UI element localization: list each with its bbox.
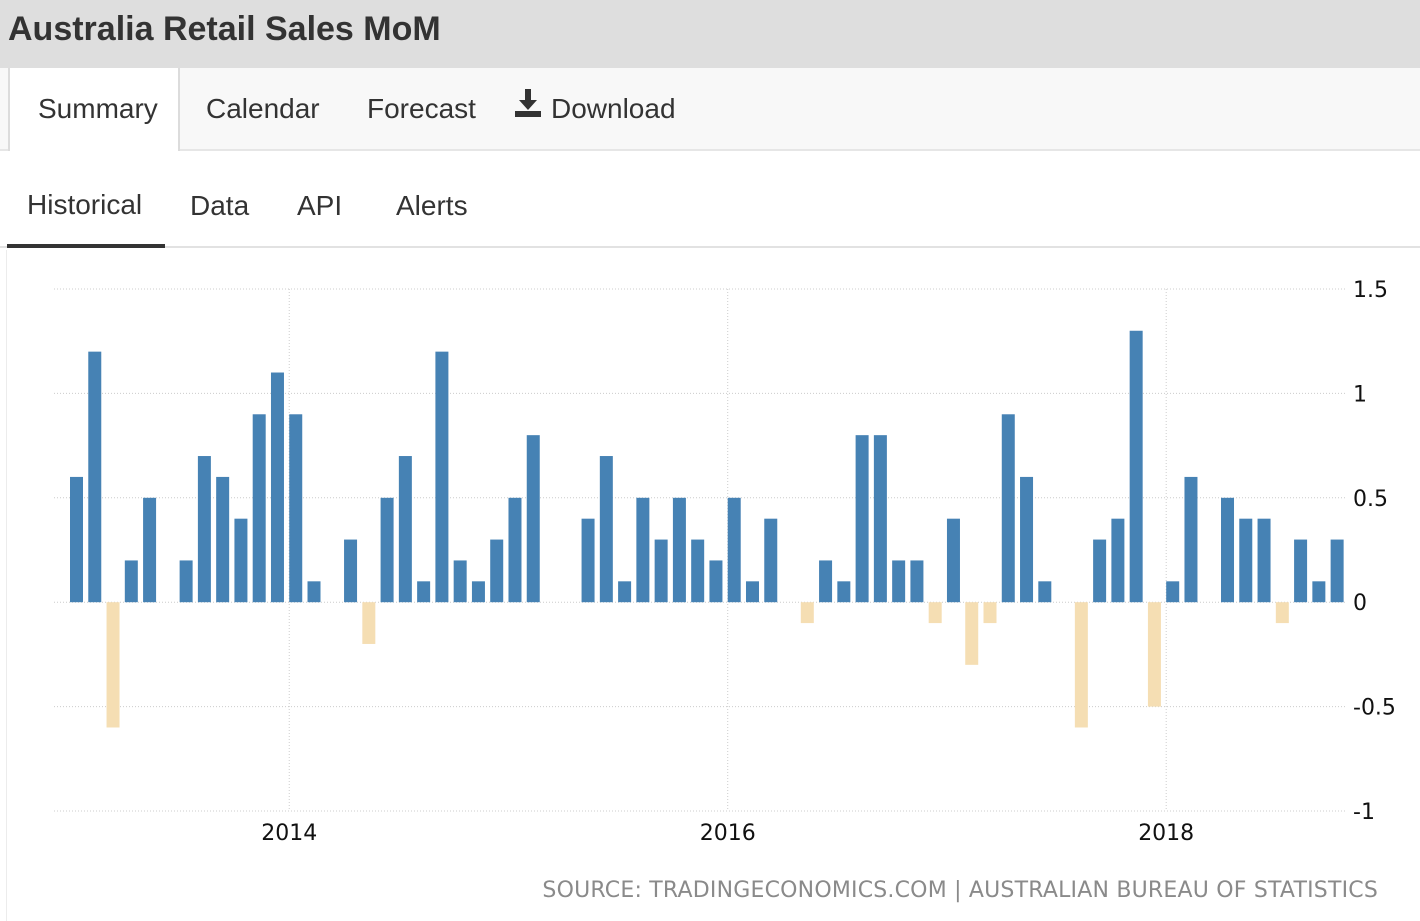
bar <box>873 435 887 603</box>
bar <box>1111 518 1125 603</box>
bar <box>983 602 997 624</box>
y-tick-label: -0.5 <box>1353 696 1396 721</box>
bar <box>892 560 906 603</box>
x-tick-label: 2016 <box>700 821 756 846</box>
bar <box>124 560 138 603</box>
y-tick-label: -1 <box>1353 800 1375 825</box>
bar <box>1093 539 1107 603</box>
y-tick-label: 1 <box>1353 382 1367 407</box>
bar <box>581 518 595 603</box>
bar <box>252 414 266 603</box>
bar <box>946 518 960 603</box>
bar <box>1147 602 1161 707</box>
bar <box>1001 414 1015 603</box>
bar <box>526 435 540 603</box>
bar <box>435 351 449 603</box>
bar <box>1166 581 1180 603</box>
subtab-alerts-label: Alerts <box>396 190 468 221</box>
bar <box>1330 539 1344 603</box>
bar <box>1020 476 1034 603</box>
bar <box>234 518 248 603</box>
bar <box>1038 581 1052 603</box>
tab-forecast-label: Forecast <box>367 93 476 124</box>
bar <box>143 497 157 603</box>
bar <box>106 602 120 728</box>
bar <box>1221 497 1235 603</box>
tab-calendar[interactable]: Calendar <box>206 68 320 150</box>
bar <box>764 518 778 603</box>
subtab-api[interactable]: API <box>297 151 342 246</box>
bar <box>910 560 924 603</box>
bar <box>508 497 522 603</box>
bar <box>1184 476 1198 603</box>
bar <box>398 456 412 603</box>
bar <box>1074 602 1088 728</box>
tab-summary-label: Summary <box>38 93 158 124</box>
subtab-historical-label: Historical <box>27 189 143 220</box>
bar <box>490 539 504 603</box>
bar <box>727 497 741 603</box>
bar <box>88 351 102 603</box>
x-tick-label: 2014 <box>261 821 317 846</box>
bar <box>289 414 303 603</box>
bar <box>819 560 833 603</box>
source-caption: SOURCE: TRADINGECONOMICS.COM | AUSTRALIA… <box>542 878 1378 903</box>
bar <box>672 497 686 603</box>
bar <box>928 602 942 624</box>
x-tick-label: 2018 <box>1138 821 1194 846</box>
bar <box>837 581 851 603</box>
bar <box>380 497 394 603</box>
main-tab-bar: Summary Calendar Forecast Download <box>0 68 1420 151</box>
tab-summary[interactable]: Summary <box>8 68 180 151</box>
bar <box>1257 518 1271 603</box>
bar <box>1129 330 1143 603</box>
bar <box>216 476 230 603</box>
bar <box>344 539 358 603</box>
bar <box>197 456 211 603</box>
bar <box>965 602 979 665</box>
bar <box>362 602 376 644</box>
bar <box>417 581 431 603</box>
tab-download[interactable]: Download <box>515 68 676 150</box>
bar <box>654 539 668 603</box>
tab-calendar-label: Calendar <box>206 93 320 124</box>
bar <box>307 581 321 603</box>
tab-forecast[interactable]: Forecast <box>367 68 476 150</box>
y-tick-label: 1.5 <box>1353 278 1388 303</box>
y-tick-label: 0 <box>1353 591 1367 616</box>
bar <box>855 435 869 603</box>
title-bar: Australia Retail Sales MoM <box>0 0 1420 68</box>
bar <box>618 581 632 603</box>
bar <box>800 602 814 624</box>
bar <box>1275 602 1289 624</box>
subtab-alerts[interactable]: Alerts <box>396 151 468 246</box>
chart-area: 1.5 1 0.5 0 -0.5 -1 2014 2016 2018 <box>6 250 1420 921</box>
bar <box>270 372 284 603</box>
bar <box>1312 581 1326 603</box>
subtab-api-label: API <box>297 190 343 221</box>
download-icon <box>515 67 541 149</box>
subtab-data[interactable]: Data <box>190 151 249 246</box>
bar <box>70 476 83 603</box>
bar <box>709 560 723 603</box>
bar <box>1294 539 1308 603</box>
tab-download-label: Download <box>551 93 676 124</box>
bar <box>599 456 613 603</box>
bar <box>453 560 467 603</box>
bar <box>179 560 193 603</box>
bar <box>471 581 485 603</box>
bar <box>1239 518 1253 603</box>
bar <box>691 539 705 603</box>
bar <box>745 581 759 603</box>
y-tick-label: 0.5 <box>1353 487 1388 512</box>
sub-tab-bar: Historical Data API Alerts <box>0 151 1420 248</box>
subtab-data-label: Data <box>190 190 250 221</box>
bar <box>636 497 650 603</box>
subtab-historical[interactable]: Historical <box>7 151 165 248</box>
retail-sales-chart: 1.5 1 0.5 0 -0.5 -1 2014 2016 2018 <box>54 278 1396 846</box>
page-title: Australia Retail Sales MoM <box>8 10 441 48</box>
